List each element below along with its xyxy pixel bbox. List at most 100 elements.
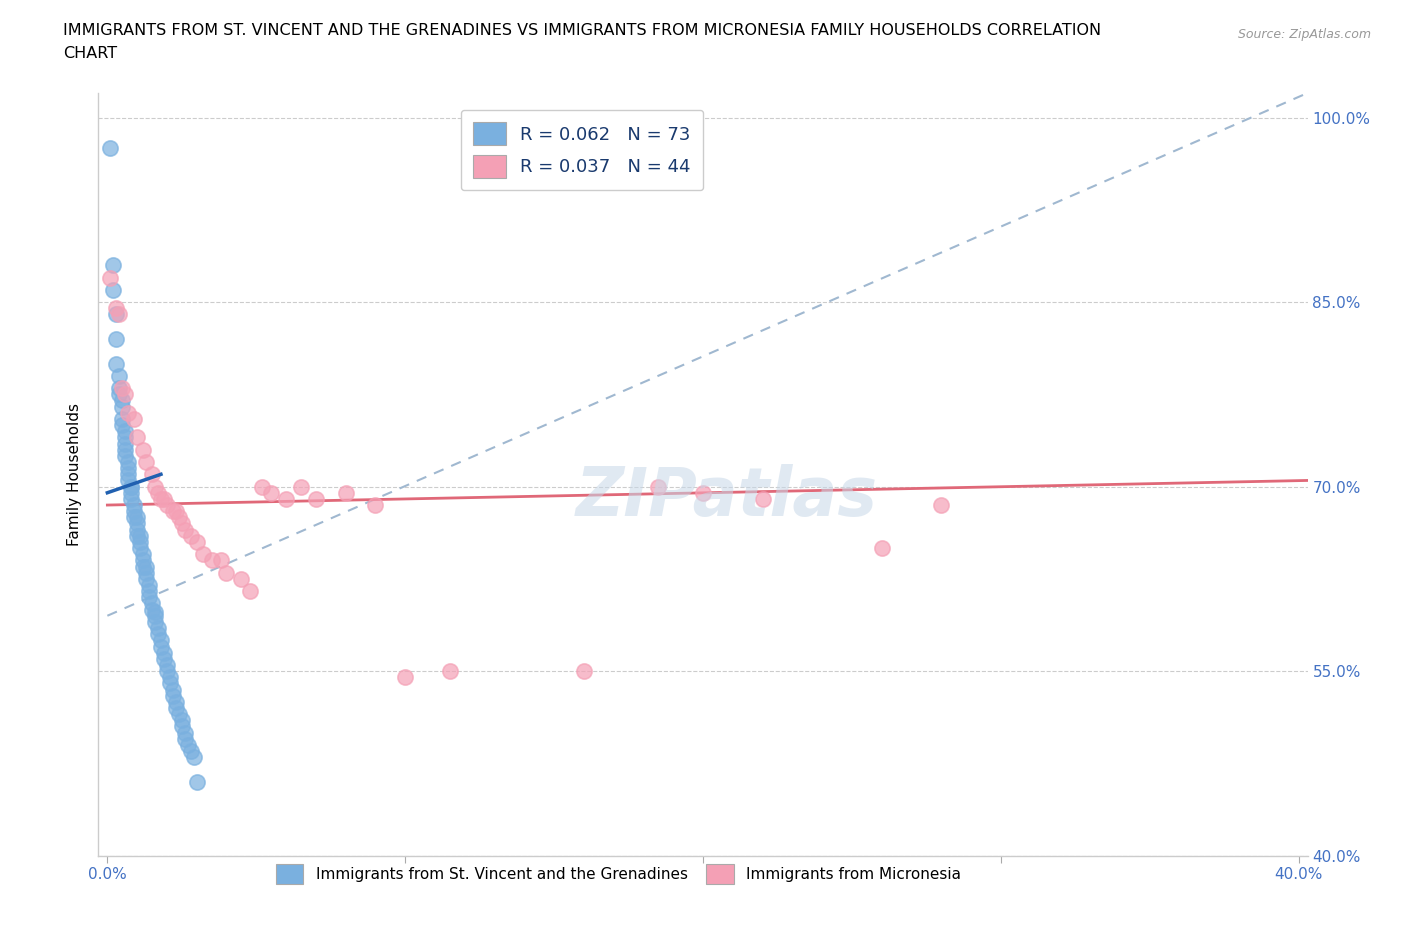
Point <box>177 737 200 752</box>
Point <box>114 448 136 463</box>
Point <box>117 405 139 420</box>
Point <box>149 633 172 648</box>
Point <box>132 443 155 458</box>
Point <box>239 584 262 599</box>
Point <box>572 664 595 679</box>
Point <box>186 775 208 790</box>
Point <box>108 368 131 383</box>
Point <box>117 460 139 475</box>
Point <box>105 307 128 322</box>
Point <box>153 491 176 506</box>
Point <box>135 571 157 586</box>
Text: CHART: CHART <box>63 46 117 61</box>
Point <box>170 516 193 531</box>
Point <box>200 553 222 568</box>
Point <box>114 443 136 458</box>
Point <box>162 688 184 703</box>
Point <box>143 615 166 630</box>
Point <box>111 393 134 408</box>
Point <box>165 700 187 715</box>
Text: ZIPatlas: ZIPatlas <box>576 464 879 530</box>
Point <box>260 485 283 500</box>
Point <box>153 645 176 660</box>
Text: Source: ZipAtlas.com: Source: ZipAtlas.com <box>1237 28 1371 41</box>
Point <box>215 565 238 580</box>
Point <box>156 664 179 679</box>
Point <box>135 565 157 580</box>
Point <box>167 707 190 722</box>
Point <box>138 590 160 604</box>
Point <box>98 141 121 156</box>
Point <box>149 491 172 506</box>
Point <box>132 559 155 574</box>
Point <box>117 455 139 470</box>
Point <box>170 713 193 728</box>
Point <box>132 553 155 568</box>
Point <box>122 504 145 519</box>
Point <box>146 485 169 500</box>
Point <box>143 604 166 619</box>
Point <box>111 399 134 414</box>
Point <box>122 510 145 525</box>
Point <box>105 356 128 371</box>
Legend: Immigrants from St. Vincent and the Grenadines, Immigrants from Micronesia: Immigrants from St. Vincent and the Gren… <box>270 858 967 890</box>
Point <box>114 424 136 439</box>
Point <box>173 725 195 740</box>
Point <box>394 670 416 684</box>
Point <box>114 430 136 445</box>
Point <box>127 516 149 531</box>
Point <box>180 528 202 543</box>
Point <box>120 491 142 506</box>
Point <box>335 485 357 500</box>
Point <box>105 300 128 315</box>
Point <box>108 380 131 395</box>
Point <box>129 540 152 555</box>
Point <box>167 510 190 525</box>
Point <box>156 498 179 512</box>
Point <box>209 553 232 568</box>
Point <box>122 498 145 512</box>
Point <box>141 602 163 617</box>
Point <box>180 744 202 759</box>
Point <box>146 620 169 635</box>
Point <box>143 479 166 494</box>
Point <box>129 528 152 543</box>
Point <box>191 547 214 562</box>
Point <box>231 571 253 586</box>
Point <box>692 485 714 500</box>
Point <box>159 670 181 684</box>
Point <box>929 498 952 512</box>
Point <box>162 504 184 519</box>
Point <box>122 411 145 426</box>
Point <box>751 491 773 506</box>
Point <box>108 307 131 322</box>
Point <box>173 731 195 746</box>
Point <box>111 380 134 395</box>
Point <box>159 676 181 691</box>
Point <box>111 411 134 426</box>
Point <box>105 332 128 347</box>
Text: IMMIGRANTS FROM ST. VINCENT AND THE GRENADINES VS IMMIGRANTS FROM MICRONESIA FAM: IMMIGRANTS FROM ST. VINCENT AND THE GREN… <box>63 23 1101 38</box>
Point <box>132 547 155 562</box>
Point <box>156 658 179 672</box>
Point <box>120 485 142 500</box>
Point <box>146 627 169 642</box>
Point <box>114 387 136 402</box>
Point <box>149 639 172 654</box>
Point <box>127 510 149 525</box>
Point <box>165 695 187 710</box>
Point <box>117 473 139 488</box>
Point <box>114 436 136 451</box>
Point <box>143 608 166 623</box>
Point <box>120 479 142 494</box>
Point <box>108 387 131 402</box>
Point <box>153 651 176 666</box>
Point <box>135 455 157 470</box>
Point <box>252 479 274 494</box>
Point <box>647 479 669 494</box>
Point <box>165 504 187 519</box>
Point <box>127 528 149 543</box>
Point <box>127 430 149 445</box>
Point <box>117 467 139 482</box>
Point <box>170 719 193 734</box>
